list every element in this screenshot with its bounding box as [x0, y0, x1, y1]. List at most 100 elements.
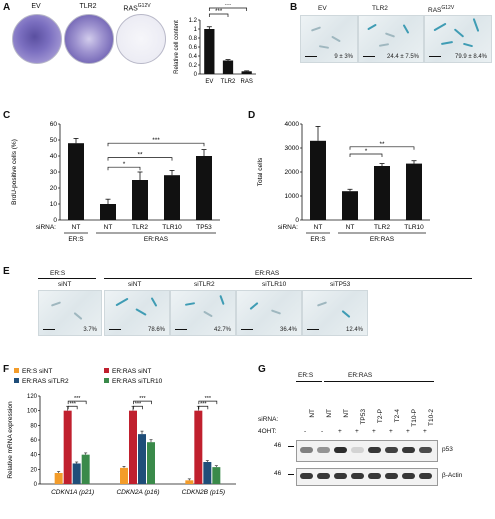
micro-label-tlr2: TLR2 — [372, 5, 388, 12]
bar — [100, 204, 116, 220]
bar — [129, 410, 137, 484]
protein-label-actin: β-Actin — [442, 472, 463, 479]
x-tick-label: CDKN2A (p16) — [116, 489, 159, 496]
significance-bracket — [349, 153, 383, 157]
y-axis-label: Total cells — [257, 157, 264, 186]
lane-label: T2-P — [377, 409, 384, 424]
bar — [406, 163, 422, 220]
bar — [194, 410, 203, 484]
significance-label: * — [123, 161, 126, 168]
p53-band — [317, 447, 330, 453]
micrograph-e-1: 78.6% — [104, 290, 170, 336]
lane-label: T2-4 — [394, 409, 401, 423]
blot-strip-actin — [296, 468, 438, 486]
actin-band — [334, 473, 347, 479]
group-line-erras — [104, 278, 472, 279]
group-line — [323, 381, 434, 382]
legend-swatch — [104, 368, 109, 373]
significance-label: *** — [152, 137, 160, 144]
significance-label: *** — [74, 396, 81, 402]
legend-label: ER:RAS siTLR10 — [112, 378, 163, 385]
plate-tlr2 — [64, 14, 114, 64]
p53-band — [385, 447, 398, 453]
p53-band — [402, 447, 415, 453]
group-line — [296, 381, 322, 382]
panel-letter-g: G — [258, 364, 266, 375]
group-label: ER:RAS — [348, 372, 373, 379]
percent-label: 42.7% — [213, 327, 231, 333]
bar — [203, 462, 212, 484]
scale-bar — [363, 55, 375, 57]
oht-mark: + — [423, 428, 427, 435]
bar — [196, 156, 212, 220]
significance-bracket — [198, 405, 209, 410]
actin-band — [402, 473, 415, 479]
y-tick-label: 0.4 — [189, 54, 198, 60]
sirna-label: siRNA: — [258, 416, 279, 423]
bar — [222, 60, 234, 74]
percent-label: 79.9 ± 8.4% — [455, 54, 487, 60]
bar — [310, 140, 326, 220]
chart-d: 0 1000 2000 3000 4000 NT NT TLR2 TLR10 Total cell… — [257, 121, 430, 243]
mw-marker: 46 — [274, 470, 282, 477]
y-tick-label: 20 — [30, 467, 37, 473]
percent-label: 78.6% — [147, 327, 165, 333]
group-label: ER:RAS — [370, 236, 395, 243]
y-tick-label: 0 — [53, 217, 57, 224]
significance-label: *** — [215, 9, 223, 15]
significance-label: * — [365, 148, 368, 155]
y-tick-label: 1.2 — [189, 18, 198, 24]
micro-label-ras: RASG12V — [428, 5, 455, 15]
significance-bracket — [208, 13, 229, 17]
x-tick-label: CDKN2B (p15) — [182, 489, 225, 496]
micrograph-b-tlr2: 24.4 ± 7.5% — [358, 15, 424, 63]
micrograph-e-0: 3.7% — [38, 290, 102, 336]
panel-letter-a: A — [3, 2, 11, 13]
scale-bar — [43, 328, 55, 330]
oht-mark: + — [338, 428, 342, 435]
significance-bracket — [107, 157, 173, 161]
mw-tick — [288, 446, 294, 447]
bar — [342, 191, 358, 220]
group-label: ER:S — [68, 236, 84, 243]
y-tick-label: 80 — [30, 423, 37, 429]
bar — [132, 180, 148, 220]
scale-bar — [175, 328, 187, 330]
panel-letter-b: B — [290, 2, 298, 13]
chart-c: 0 10 20 30 40 50 60 NT NT TLR2 TLR10 TP53 BrdU-posit… — [11, 121, 220, 243]
x-tick-label: RAS — [240, 79, 252, 85]
x-tick-label: NT — [72, 224, 81, 231]
p53-band — [419, 447, 432, 453]
p53-band — [300, 447, 313, 453]
y-axis-label: Relative cell content — [174, 20, 180, 74]
panel-letter-c: C — [3, 110, 11, 121]
blot-strip-p53 — [296, 440, 438, 462]
significance-label: *** — [135, 401, 142, 407]
scale-bar — [429, 55, 441, 57]
percent-label: 12.4% — [345, 327, 363, 333]
significance-label: *** — [200, 401, 207, 407]
y-tick-label: 0 — [34, 482, 38, 488]
e-label-3: siTLR10 — [262, 281, 287, 288]
bar — [164, 175, 180, 220]
significance-label: *** — [139, 396, 146, 402]
y-tick-label: 0 — [194, 72, 198, 78]
bar — [374, 166, 390, 220]
legend-swatch — [14, 368, 19, 373]
x-tick-label: TP53 — [196, 224, 212, 231]
percent-label: 24.4 ± 7.5% — [387, 54, 419, 60]
x-tick-label: CDKN1A (p21) — [51, 489, 94, 496]
x-tick-label: TLR10 — [404, 224, 424, 231]
p53-band — [351, 447, 364, 453]
actin-band — [317, 473, 330, 479]
bar — [241, 71, 252, 74]
y-tick-label: 0.6 — [189, 45, 198, 51]
percent-label: 36.4% — [279, 327, 297, 333]
plate-label-tlr2: TLR2 — [79, 3, 97, 10]
western-blot: ER:S ER:RAS siRNA: 4OHT: NT - NT - NT + TP53 + T2-P +… — [258, 372, 490, 512]
significance-bracket — [133, 400, 152, 405]
significance-label: ** — [137, 152, 143, 159]
significance-bracket — [67, 400, 87, 405]
y-tick-label: 3000 — [285, 145, 300, 152]
actin-band — [385, 473, 398, 479]
